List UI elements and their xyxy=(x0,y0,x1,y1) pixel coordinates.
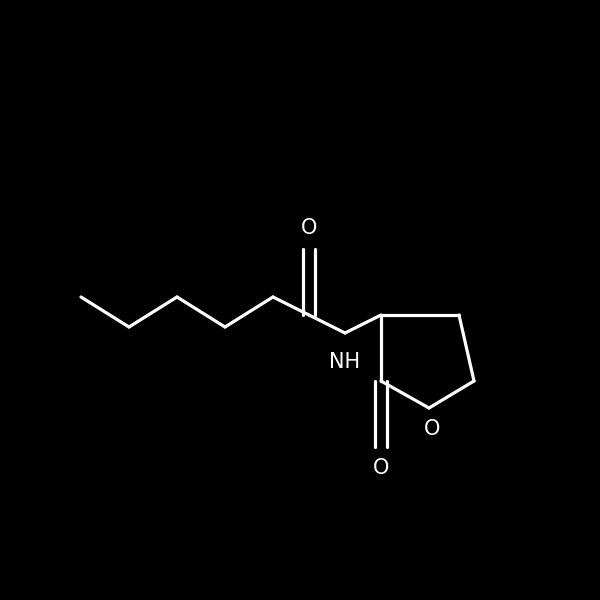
Text: O: O xyxy=(373,458,389,478)
Text: O: O xyxy=(424,419,440,439)
Text: O: O xyxy=(301,218,317,238)
Text: NH: NH xyxy=(329,352,361,372)
